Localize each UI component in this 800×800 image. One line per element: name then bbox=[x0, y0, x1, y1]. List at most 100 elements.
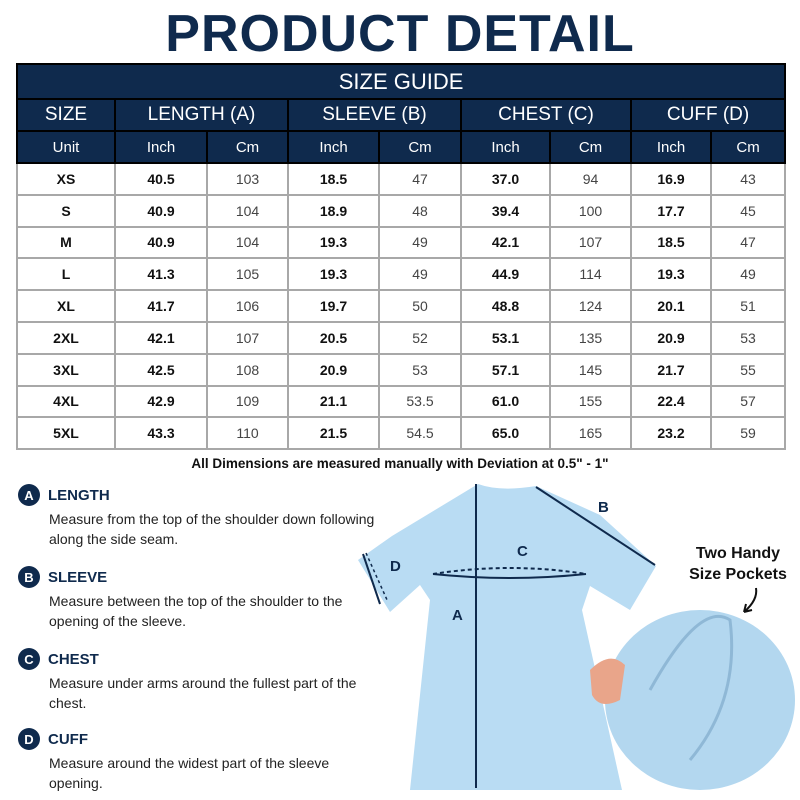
unit-header: Cm bbox=[378, 130, 462, 164]
value-cell: 20.1 bbox=[630, 289, 712, 323]
value-cell: 124 bbox=[549, 289, 632, 323]
value-cell: 53 bbox=[709, 320, 787, 355]
unit-header: Cm bbox=[206, 130, 289, 164]
value-cell: 107 bbox=[549, 225, 632, 260]
value-cell: 114 bbox=[549, 257, 632, 292]
sleeve-line bbox=[535, 486, 656, 566]
value-cell: 104 bbox=[206, 225, 289, 260]
letter-badge: D bbox=[18, 728, 40, 750]
measure-title: LENGTH bbox=[48, 486, 110, 504]
size-cell: M bbox=[16, 225, 116, 260]
value-cell: 40.5 bbox=[114, 162, 208, 196]
value-cell: 42.9 bbox=[114, 384, 208, 419]
value-cell: 53.5 bbox=[378, 384, 462, 419]
size-cell: 4XL bbox=[16, 384, 116, 419]
measure-title: CUFF bbox=[48, 730, 88, 748]
value-cell: 45 bbox=[709, 193, 787, 228]
pockets-callout: Two Handy Size Pockets bbox=[676, 543, 800, 585]
table-row: 4XL 42.9 109 21.1 53.5 61.0 155 22.4 57 bbox=[16, 384, 787, 419]
value-cell: 20.9 bbox=[630, 320, 712, 355]
value-cell: 107 bbox=[206, 320, 289, 355]
value-cell: 57 bbox=[709, 384, 787, 419]
arrow-icon bbox=[743, 587, 758, 613]
table-row: 2XL 42.1 107 20.5 52 53.1 135 20.9 53 bbox=[16, 320, 787, 355]
value-cell: 16.9 bbox=[630, 162, 712, 196]
value-cell: 37.0 bbox=[460, 162, 551, 196]
value-cell: 43.3 bbox=[114, 416, 208, 451]
unit-header: Inch bbox=[460, 130, 551, 164]
unit-header: Inch bbox=[287, 130, 380, 164]
value-cell: 48 bbox=[378, 193, 462, 228]
table-row: L 41.3 105 19.3 49 44.9 114 19.3 49 bbox=[16, 257, 787, 292]
value-cell: 47 bbox=[709, 225, 787, 260]
value-cell: 105 bbox=[206, 257, 289, 292]
table-row: 3XL 42.5 108 20.9 53 57.1 145 21.7 55 bbox=[16, 352, 787, 387]
size-cell: XS bbox=[16, 162, 116, 196]
value-cell: 47 bbox=[378, 162, 462, 196]
column-header: CHEST (C) bbox=[460, 98, 632, 132]
unit-header: Cm bbox=[709, 130, 787, 164]
value-cell: 48.8 bbox=[460, 289, 551, 323]
value-cell: 57.1 bbox=[460, 352, 551, 387]
column-header: SLEEVE (B) bbox=[287, 98, 462, 132]
size-cell: 3XL bbox=[16, 352, 116, 387]
value-cell: 155 bbox=[549, 384, 632, 419]
value-cell: 61.0 bbox=[460, 384, 551, 419]
table-row: 5XL 43.3 110 21.5 54.5 65.0 165 23.2 59 bbox=[16, 416, 787, 451]
measure-chest: C CHEST Measure under arms around the ful… bbox=[18, 648, 378, 713]
letter-badge: A bbox=[18, 484, 40, 506]
value-cell: 20.9 bbox=[287, 352, 380, 387]
measure-desc: Measure under arms around the fullest pa… bbox=[49, 675, 357, 711]
value-cell: 19.7 bbox=[287, 289, 380, 323]
measure-cuff: D CUFF Measure around the widest part of … bbox=[18, 728, 378, 793]
size-cell: L bbox=[16, 257, 116, 292]
table-row: S 40.9 104 18.9 48 39.4 100 17.7 45 bbox=[16, 193, 787, 228]
value-cell: 106 bbox=[206, 289, 289, 323]
value-cell: 22.4 bbox=[630, 384, 712, 419]
value-cell: 41.3 bbox=[114, 257, 208, 292]
size-cell: S bbox=[16, 193, 116, 228]
table-row: XL 41.7 106 19.7 50 48.8 124 20.1 51 bbox=[16, 289, 787, 323]
measure-desc: Measure from the top of the shoulder dow… bbox=[49, 511, 375, 547]
value-cell: 42.1 bbox=[460, 225, 551, 260]
value-cell: 19.3 bbox=[287, 225, 380, 260]
value-cell: 104 bbox=[206, 193, 289, 228]
value-cell: 103 bbox=[206, 162, 289, 196]
table-caption: SIZE GUIDE bbox=[15, 63, 787, 100]
page-title: PRODUCT DETAIL bbox=[165, 5, 635, 63]
column-header: SIZE bbox=[16, 98, 116, 132]
value-cell: 42.5 bbox=[114, 352, 208, 387]
value-cell: 39.4 bbox=[460, 193, 551, 228]
value-cell: 40.9 bbox=[114, 193, 208, 228]
value-cell: 17.7 bbox=[630, 193, 712, 228]
value-cell: 55 bbox=[709, 352, 787, 387]
pocket-closeup-image bbox=[605, 610, 795, 790]
gown-image bbox=[358, 484, 656, 790]
value-cell: 21.1 bbox=[287, 384, 380, 419]
value-cell: 40.9 bbox=[114, 225, 208, 260]
value-cell: 18.5 bbox=[287, 162, 380, 196]
value-cell: 41.7 bbox=[114, 289, 208, 323]
label-c: C bbox=[517, 543, 528, 560]
value-cell: 110 bbox=[206, 416, 289, 451]
size-guide-table: SIZE GUIDE SIZE LENGTH (A) SLEEVE (B) CHEST… bbox=[15, 63, 787, 451]
value-cell: 100 bbox=[549, 193, 632, 228]
value-cell: 53.1 bbox=[460, 320, 551, 355]
size-cell: XL bbox=[16, 289, 116, 323]
size-cell: 5XL bbox=[16, 416, 116, 451]
value-cell: 52 bbox=[378, 320, 462, 355]
value-cell: 43 bbox=[709, 162, 787, 196]
measure-desc: Measure around the widest part of the sl… bbox=[49, 755, 330, 791]
unit-header: Inch bbox=[630, 130, 712, 164]
value-cell: 135 bbox=[549, 320, 632, 355]
table-row: M 40.9 104 19.3 49 42.1 107 18.5 47 bbox=[16, 225, 787, 260]
table-row: XS 40.5 103 18.5 47 37.0 94 16.9 43 bbox=[16, 162, 787, 196]
value-cell: 108 bbox=[206, 352, 289, 387]
value-cell: 44.9 bbox=[460, 257, 551, 292]
value-cell: 19.3 bbox=[630, 257, 712, 292]
column-header: LENGTH (A) bbox=[114, 98, 289, 132]
value-cell: 59 bbox=[709, 416, 787, 451]
value-cell: 18.9 bbox=[287, 193, 380, 228]
value-cell: 54.5 bbox=[378, 416, 462, 451]
